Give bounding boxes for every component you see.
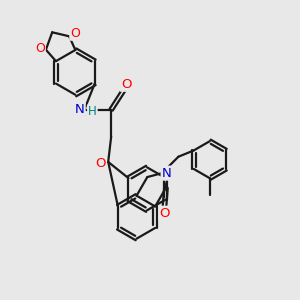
Text: N: N	[162, 167, 171, 180]
Text: O: O	[121, 78, 131, 91]
Text: O: O	[159, 207, 170, 220]
Text: H: H	[88, 105, 97, 118]
Text: O: O	[35, 42, 45, 55]
Text: N: N	[75, 103, 85, 116]
Text: O: O	[95, 157, 106, 170]
Text: O: O	[70, 27, 80, 40]
